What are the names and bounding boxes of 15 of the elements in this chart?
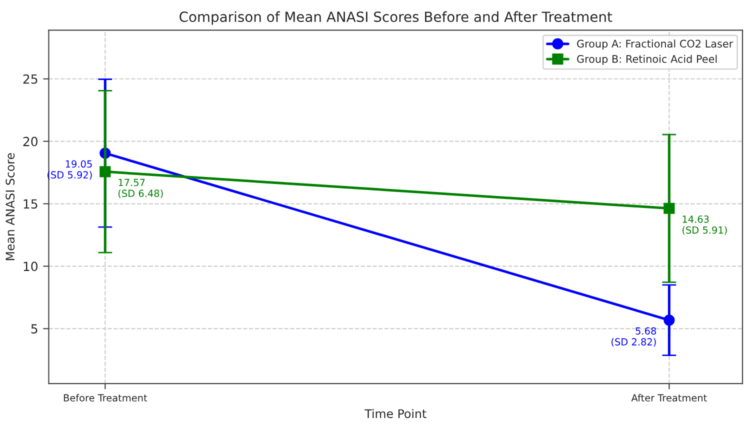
y-tick-label: 20 — [23, 136, 38, 146]
y-tick-label: 10 — [24, 262, 38, 272]
x-axis-title: Time Point — [364, 408, 426, 418]
x-tick-label: After Treatment — [631, 394, 707, 402]
data-label: 17.57 (SD 6.48) — [118, 178, 163, 198]
chart-title: Comparison of Mean ANASI Scores Before and After Treatment — [180, 11, 612, 25]
data-label: 5.68 (SD 2.82) — [612, 327, 656, 347]
legend-label: Group A: Fractional CO2 Laser — [577, 40, 734, 50]
y-axis-title: Mean ANASI Score — [6, 153, 15, 260]
data-label: 14.63 (SD 5.91) — [682, 215, 727, 235]
y-tick-label: 25 — [23, 74, 38, 84]
y-tick-label: 15 — [24, 199, 38, 209]
y-tick-label: 5 — [31, 324, 38, 334]
x-tick-label: Before Treatment — [64, 394, 148, 402]
legend-label: Group B: Retinoic Acid Peel — [577, 54, 717, 65]
